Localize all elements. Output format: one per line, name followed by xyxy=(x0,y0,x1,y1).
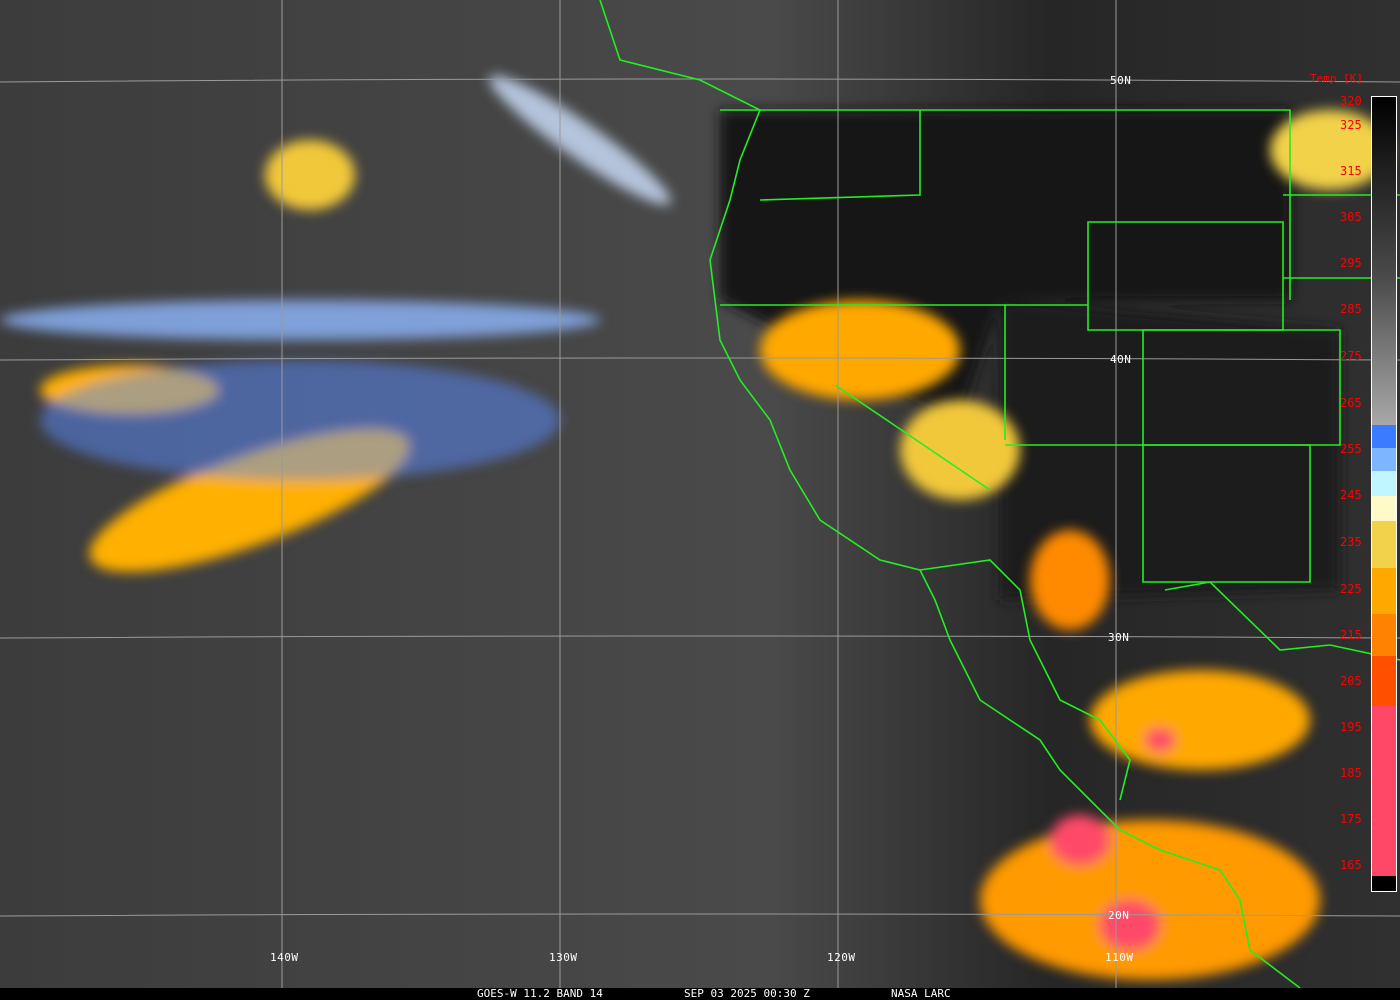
lon-label-120w: 120W xyxy=(827,951,856,964)
colorbar-segment xyxy=(1372,425,1396,448)
colorbar-tick-label: 275 xyxy=(1340,349,1362,363)
lon-label-140w: 140W xyxy=(270,951,299,964)
colorbar-tick-label: 295 xyxy=(1340,256,1362,270)
lon-label-130w: 130W xyxy=(549,951,578,964)
lat-label-40n: 40N xyxy=(1110,353,1132,366)
colorbar-tick-label: 320 xyxy=(1340,94,1362,108)
lat-label-50n: 50N xyxy=(1110,74,1132,87)
colorbar-tick-label: 255 xyxy=(1340,442,1362,456)
colorbar-tick-label: 215 xyxy=(1340,628,1362,642)
colorbar-segment xyxy=(1372,496,1396,521)
clouds xyxy=(0,75,1390,980)
colorbar-segment xyxy=(1372,377,1396,425)
colorbar-tick-label: 165 xyxy=(1340,858,1362,872)
colorbar-segment xyxy=(1372,656,1396,706)
colorbar-segment xyxy=(1372,876,1396,891)
caption-datetime: SEP 03 2025 00:30 Z xyxy=(684,987,810,1000)
colorbar-tick-label: 235 xyxy=(1340,535,1362,549)
colorbar-segment xyxy=(1372,568,1396,614)
caption-sensor: GOES-W 11.2 BAND 14 xyxy=(477,987,603,1000)
colorbar-tick-label: 265 xyxy=(1340,396,1362,410)
colorbar-tick-label: 285 xyxy=(1340,302,1362,316)
colorbar-tick-label: 205 xyxy=(1340,674,1362,688)
lat-label-20n: 20N xyxy=(1108,909,1130,922)
image-caption: GOES-W 11.2 BAND 14 SEP 03 2025 00:30 Z NA… xyxy=(0,988,1400,1000)
colorbar-tick-label: 175 xyxy=(1340,812,1362,826)
colorbar-tick-label: 325 xyxy=(1340,118,1362,132)
colorbar-tick-label: 225 xyxy=(1340,582,1362,596)
colorbar-segment xyxy=(1372,448,1396,471)
temperature-colorbar xyxy=(1371,96,1397,892)
colorbar-tick-label: 195 xyxy=(1340,720,1362,734)
lon-label-110w: 110W xyxy=(1105,951,1134,964)
lat-label-30n: 30N xyxy=(1108,631,1130,644)
colorbar-tick-label: 245 xyxy=(1340,488,1362,502)
colorbar-segment xyxy=(1372,521,1396,568)
colorbar-segment xyxy=(1372,277,1396,377)
colorbar-tick-label: 315 xyxy=(1340,164,1362,178)
colorbar-segment xyxy=(1372,157,1396,277)
colorbar-tick-label: 305 xyxy=(1340,210,1362,224)
colorbar-segment xyxy=(1372,97,1396,157)
colorbar-segment xyxy=(1372,614,1396,656)
colorbar-title: Temp [K] xyxy=(1310,72,1363,85)
colorbar-segment xyxy=(1372,706,1396,876)
colorbar-segment xyxy=(1372,471,1396,496)
caption-source: NASA LARC xyxy=(891,987,951,1000)
colorbar-tick-label: 185 xyxy=(1340,766,1362,780)
